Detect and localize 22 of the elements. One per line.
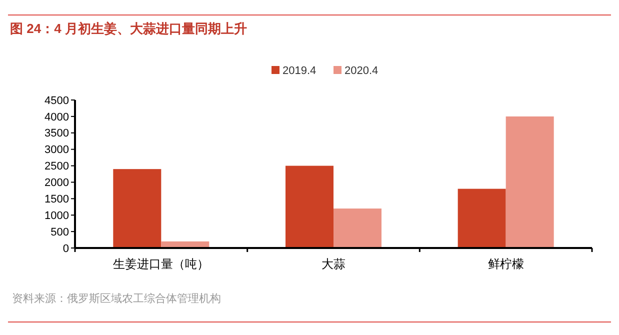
x-tick-label: 鲜柠檬 xyxy=(488,257,524,271)
x-tick-label: 大蒜 xyxy=(322,257,346,271)
y-tick-label: 3000 xyxy=(44,144,69,156)
legend-label: 2020.4 xyxy=(344,65,378,77)
text: 资料来源：俄罗斯区域农工综合体管理机构 xyxy=(12,292,221,305)
chart-title: 图 24：4 月初生姜、大蒜进口量同期上升 xyxy=(10,21,247,36)
y-tick-label: 4000 xyxy=(44,111,69,124)
y-tick-label: 500 xyxy=(50,226,69,238)
legend-label: 2019.4 xyxy=(282,65,316,77)
y-tick-label: 1500 xyxy=(44,194,69,206)
bar xyxy=(334,208,382,248)
y-tick-label: 4500 xyxy=(44,94,69,107)
y-tick-label: 0 xyxy=(62,242,69,255)
y-tick-label: 1000 xyxy=(44,210,69,222)
y-tick-label: 2500 xyxy=(44,160,69,173)
bar xyxy=(286,166,334,248)
bar xyxy=(458,188,506,248)
y-tick-label: 3500 xyxy=(44,128,69,140)
bar xyxy=(506,116,554,248)
y-tick-label: 2000 xyxy=(44,177,69,190)
x-tick-label: 生姜进口量（吨） xyxy=(113,257,210,271)
bar xyxy=(113,169,162,248)
